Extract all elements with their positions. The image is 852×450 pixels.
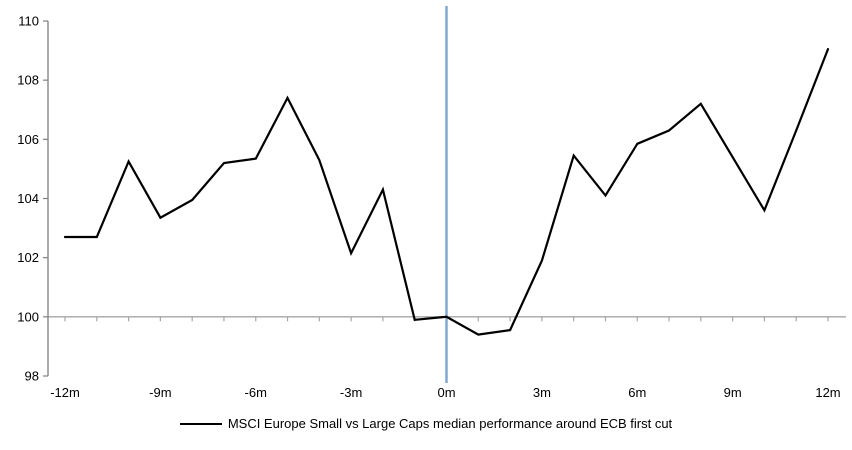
legend: MSCI Europe Small vs Large Caps median p… <box>0 416 852 431</box>
x-tick-label: 12m <box>815 385 840 400</box>
y-tick-label: 100 <box>17 309 39 324</box>
x-tick-label: -9m <box>149 385 171 400</box>
y-tick-label: 104 <box>17 191 39 206</box>
series-line <box>63 47 830 336</box>
y-tick-label: 102 <box>17 250 39 265</box>
y-tick-label: 98 <box>25 369 39 384</box>
x-tick-label: 6m <box>628 385 646 400</box>
x-tick-label: 3m <box>533 385 551 400</box>
legend-label: MSCI Europe Small vs Large Caps median p… <box>227 416 673 431</box>
x-tick-label: -3m <box>340 385 362 400</box>
legend-line-sample <box>179 422 222 425</box>
x-tick-label: 0m <box>437 385 455 400</box>
x-tick-label: -12m <box>50 385 80 400</box>
y-tick-label: 110 <box>18 14 39 29</box>
y-tick-label: 106 <box>17 132 39 147</box>
x-tick-label: -6m <box>245 385 267 400</box>
x-tick-label: 9m <box>724 385 742 400</box>
y-tick-label: 108 <box>17 73 39 88</box>
